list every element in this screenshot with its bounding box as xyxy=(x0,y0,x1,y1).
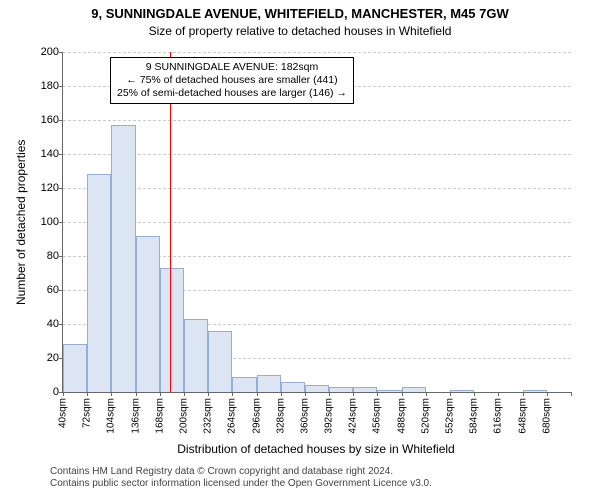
chart-title: 9, SUNNINGDALE AVENUE, WHITEFIELD, MANCH… xyxy=(0,6,600,21)
xtick-mark xyxy=(184,392,185,396)
xtick-mark xyxy=(377,392,378,396)
xtick-label: 584sqm xyxy=(469,398,480,434)
y-axis-label: Number of detached properties xyxy=(14,140,28,305)
annotation-line-1: 9 SUNNINGDALE AVENUE: 182sqm xyxy=(117,61,347,74)
xtick-mark xyxy=(450,392,451,396)
xtick-label: 232sqm xyxy=(203,398,214,434)
xtick-label: 488sqm xyxy=(396,398,407,434)
ytick-label: 80 xyxy=(47,250,59,262)
xtick-mark xyxy=(257,392,258,396)
xtick-mark xyxy=(160,392,161,396)
xtick-mark xyxy=(547,392,548,396)
histogram-bar xyxy=(111,125,135,392)
xtick-label: 264sqm xyxy=(227,398,238,434)
ytick-label: 0 xyxy=(53,386,59,398)
ytick-mark xyxy=(59,86,63,87)
xtick-mark xyxy=(498,392,499,396)
xtick-mark xyxy=(87,392,88,396)
histogram-bar xyxy=(523,390,547,392)
ytick-label: 60 xyxy=(47,284,59,296)
xtick-label: 424sqm xyxy=(348,398,359,434)
annotation-line-2: ← 75% of detached houses are smaller (44… xyxy=(117,74,347,87)
histogram-bar xyxy=(329,387,353,392)
xtick-mark xyxy=(281,392,282,396)
xtick-mark xyxy=(111,392,112,396)
histogram-bar xyxy=(257,375,281,392)
credits-line-1: Contains HM Land Registry data © Crown c… xyxy=(50,466,432,478)
ytick-label: 100 xyxy=(41,216,59,228)
histogram-bar xyxy=(377,390,401,392)
histogram-bar xyxy=(63,344,87,392)
grid-line xyxy=(63,154,571,155)
xtick-label: 328sqm xyxy=(275,398,286,434)
ytick-label: 120 xyxy=(41,182,59,194)
ytick-mark xyxy=(59,256,63,257)
xtick-label: 40sqm xyxy=(58,398,69,428)
xtick-mark xyxy=(523,392,524,396)
ytick-mark xyxy=(59,154,63,155)
xtick-label: 520sqm xyxy=(420,398,431,434)
ytick-label: 160 xyxy=(41,114,59,126)
histogram-bar xyxy=(136,236,160,392)
xtick-mark xyxy=(329,392,330,396)
ytick-label: 180 xyxy=(41,80,59,92)
ytick-label: 40 xyxy=(47,318,59,330)
x-axis-label: Distribution of detached houses by size … xyxy=(62,442,570,456)
histogram-bar xyxy=(305,385,329,392)
annotation-line-3: 25% of semi-detached houses are larger (… xyxy=(117,87,347,100)
histogram-bar xyxy=(232,377,256,392)
xtick-mark xyxy=(426,392,427,396)
histogram-bar xyxy=(450,390,474,392)
xtick-label: 392sqm xyxy=(324,398,335,434)
chart-subtitle: Size of property relative to detached ho… xyxy=(0,24,600,38)
histogram-bar xyxy=(353,387,377,392)
ytick-mark xyxy=(59,324,63,325)
ytick-label: 20 xyxy=(47,352,59,364)
ytick-mark xyxy=(59,120,63,121)
histogram-bar xyxy=(87,174,111,392)
ytick-label: 140 xyxy=(41,148,59,160)
histogram-bar xyxy=(208,331,232,392)
grid-line xyxy=(63,222,571,223)
ytick-label: 200 xyxy=(41,46,59,58)
histogram-bar xyxy=(281,382,305,392)
xtick-label: 616sqm xyxy=(493,398,504,434)
xtick-mark xyxy=(402,392,403,396)
xtick-label: 680sqm xyxy=(541,398,552,434)
xtick-label: 552sqm xyxy=(445,398,456,434)
xtick-mark xyxy=(474,392,475,396)
grid-line xyxy=(63,52,571,53)
xtick-label: 104sqm xyxy=(106,398,117,434)
xtick-label: 200sqm xyxy=(178,398,189,434)
histogram-bar xyxy=(160,268,184,392)
xtick-mark xyxy=(136,392,137,396)
ytick-mark xyxy=(59,290,63,291)
xtick-mark xyxy=(571,392,572,396)
grid-line xyxy=(63,188,571,189)
histogram-bar xyxy=(184,319,208,392)
xtick-label: 360sqm xyxy=(299,398,310,434)
xtick-label: 456sqm xyxy=(372,398,383,434)
xtick-label: 168sqm xyxy=(154,398,165,434)
xtick-label: 296sqm xyxy=(251,398,262,434)
xtick-label: 648sqm xyxy=(517,398,528,434)
xtick-mark xyxy=(353,392,354,396)
xtick-label: 72sqm xyxy=(82,398,93,428)
credits: Contains HM Land Registry data © Crown c… xyxy=(50,466,432,490)
credits-line-2: Contains public sector information licen… xyxy=(50,478,432,490)
xtick-mark xyxy=(305,392,306,396)
grid-line xyxy=(63,120,571,121)
xtick-mark xyxy=(208,392,209,396)
xtick-label: 136sqm xyxy=(130,398,141,434)
xtick-mark xyxy=(63,392,64,396)
ytick-mark xyxy=(59,52,63,53)
xtick-mark xyxy=(232,392,233,396)
ytick-mark xyxy=(59,222,63,223)
ytick-mark xyxy=(59,188,63,189)
histogram-bar xyxy=(402,387,426,392)
annotation-box: 9 SUNNINGDALE AVENUE: 182sqm ← 75% of de… xyxy=(110,57,354,104)
